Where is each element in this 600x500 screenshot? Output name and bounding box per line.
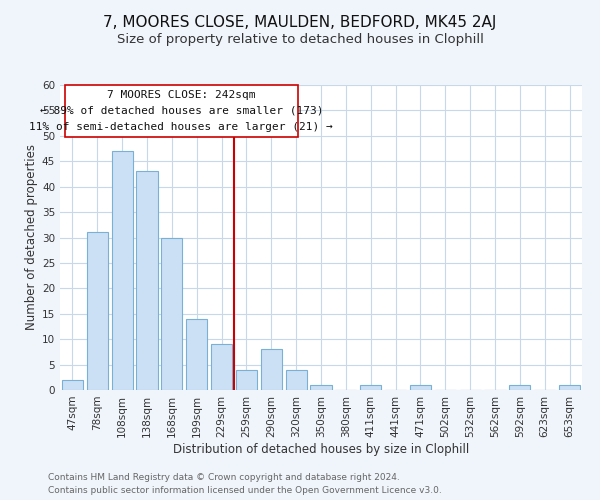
Bar xyxy=(62,380,83,390)
Bar xyxy=(410,385,431,390)
Bar xyxy=(186,319,207,390)
Bar xyxy=(509,385,530,390)
Bar xyxy=(310,385,332,390)
Text: 7, MOORES CLOSE, MAULDEN, BEDFORD, MK45 2AJ: 7, MOORES CLOSE, MAULDEN, BEDFORD, MK45 … xyxy=(103,15,497,30)
Text: Contains public sector information licensed under the Open Government Licence v3: Contains public sector information licen… xyxy=(48,486,442,495)
Bar xyxy=(112,151,133,390)
Bar xyxy=(136,172,158,390)
Bar xyxy=(261,350,282,390)
Y-axis label: Number of detached properties: Number of detached properties xyxy=(25,144,38,330)
Bar xyxy=(161,238,182,390)
Text: Size of property relative to detached houses in Clophill: Size of property relative to detached ho… xyxy=(116,32,484,46)
Bar xyxy=(559,385,580,390)
X-axis label: Distribution of detached houses by size in Clophill: Distribution of detached houses by size … xyxy=(173,442,469,456)
Bar xyxy=(211,344,232,390)
Bar xyxy=(87,232,108,390)
Bar xyxy=(360,385,381,390)
FancyBboxPatch shape xyxy=(65,85,298,137)
Text: Contains HM Land Registry data © Crown copyright and database right 2024.: Contains HM Land Registry data © Crown c… xyxy=(48,474,400,482)
Bar xyxy=(236,370,257,390)
Bar xyxy=(286,370,307,390)
Text: 7 MOORES CLOSE: 242sqm
← 89% of detached houses are smaller (173)
11% of semi-de: 7 MOORES CLOSE: 242sqm ← 89% of detached… xyxy=(29,90,333,132)
